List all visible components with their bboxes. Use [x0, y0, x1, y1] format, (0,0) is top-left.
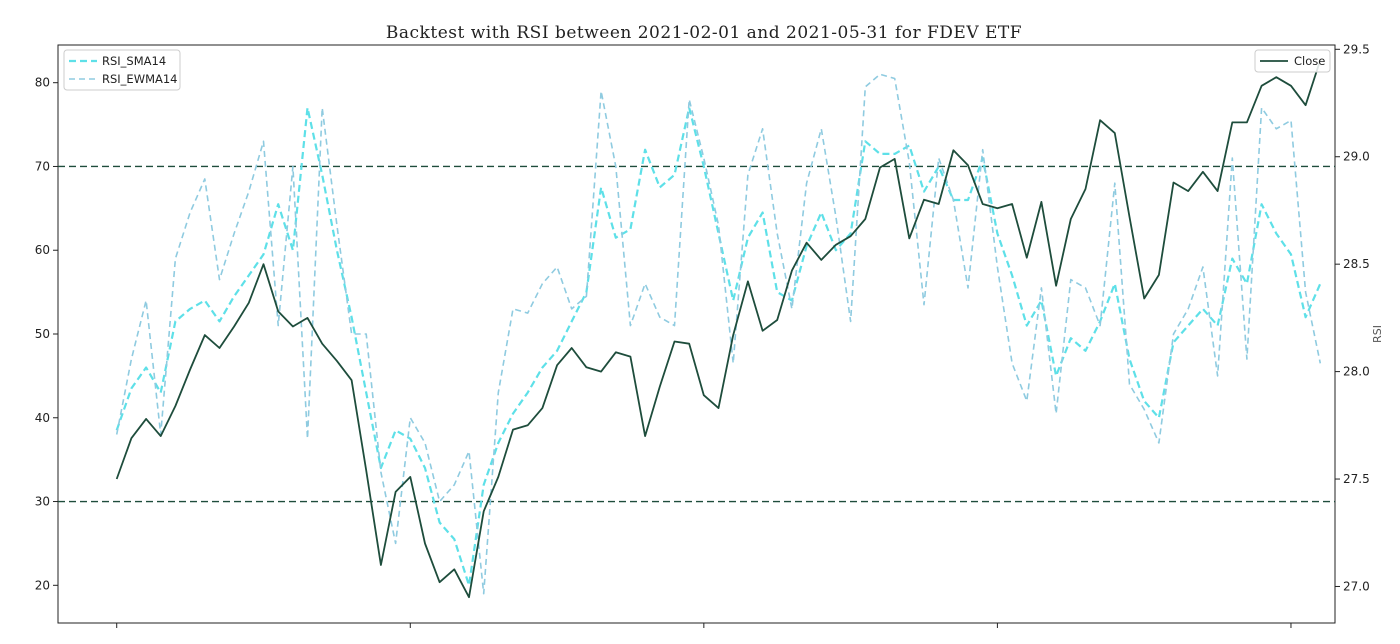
- legend-right-box: [1254, 49, 1331, 73]
- threshold-lines: [58, 165, 1335, 503]
- right-tick-label: 28.5: [1343, 257, 1370, 271]
- right-tick-label: 27.0: [1343, 579, 1370, 593]
- left-tick-label: 50: [35, 327, 50, 341]
- series-line-rsi-ewma14: [115, 73, 1322, 595]
- legend-left: RSI_SMA14 RSI_EWMA14: [63, 49, 181, 91]
- right-axis-label: RSI: [1371, 325, 1384, 343]
- right-tick-label: 27.5: [1343, 472, 1370, 486]
- series-line-close: [115, 59, 1322, 599]
- x-axis: [116, 623, 1292, 628]
- right-tick-label: 29.0: [1343, 150, 1370, 164]
- legend-label-close: Close: [1294, 54, 1325, 68]
- legend-label-rsi-sma14: RSI_SMA14: [102, 54, 166, 68]
- left-tick-label: 20: [35, 578, 50, 592]
- left-tick-label: 40: [35, 411, 50, 425]
- left-y-axis: 20 30 40 50 60 70 80: [35, 76, 58, 592]
- left-tick-label: 80: [35, 76, 50, 90]
- legend-right: Close: [1254, 49, 1331, 73]
- series-lines: [115, 59, 1322, 599]
- right-tick-label: 28.0: [1343, 365, 1370, 379]
- left-tick-label: 30: [35, 495, 50, 509]
- series-line-rsi-sma14: [115, 106, 1322, 587]
- left-tick-label: 60: [35, 243, 50, 257]
- right-y-axis: 27.0 27.5 28.0 28.5 29.0 29.5: [1335, 42, 1370, 593]
- legend-label-rsi-ewma14: RSI_EWMA14: [102, 72, 178, 86]
- left-tick-label: 70: [35, 159, 50, 173]
- right-tick-label: 29.5: [1343, 42, 1370, 56]
- chart-title: Backtest with RSI between 2021-02-01 and…: [386, 23, 1022, 43]
